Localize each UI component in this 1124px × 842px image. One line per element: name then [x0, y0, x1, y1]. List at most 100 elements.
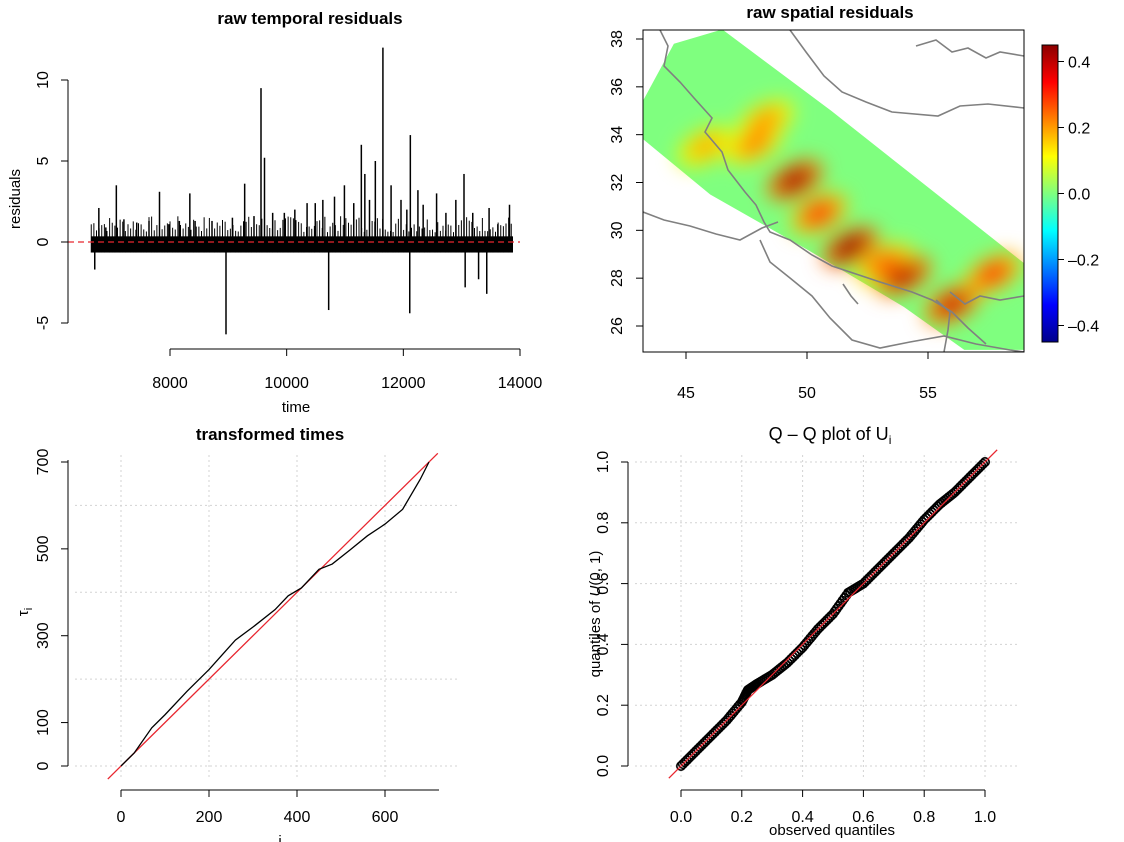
transformed-reference-line	[107, 452, 439, 780]
qq-y-label-italic: U	[587, 585, 604, 596]
colorbar-tick-label: 0.0	[1068, 187, 1090, 204]
temporal-y-ticks: -5 0 5 10	[35, 71, 68, 330]
qq-points	[675, 456, 990, 771]
colorbar-tick-label: –0.4	[1068, 319, 1099, 336]
colorbar-tick-label: 0.4	[1068, 55, 1090, 72]
transformed-y-tick-label: 100	[35, 709, 52, 736]
transformed-y-tick-label: 500	[35, 535, 52, 562]
spatial-x-tick-label: 55	[919, 385, 937, 402]
border-line-4	[935, 299, 951, 352]
qq-y-tick-label: 0.0	[595, 755, 612, 777]
colorbar-tick-label: 0.2	[1068, 121, 1090, 138]
qq-title: Q – Q plot of Ui	[769, 424, 892, 447]
qq-y-label: quantiles of U(0, 1)	[587, 551, 604, 678]
hotspot-core	[800, 200, 838, 228]
spatial-x-ticks: 45 50 55	[677, 352, 937, 402]
hotspot-core	[866, 250, 903, 278]
transformed-x-tick-label: 200	[196, 809, 223, 826]
transformed-y-tick-label: 0	[35, 761, 52, 770]
temporal-title: raw temporal residuals	[217, 9, 402, 28]
temporal-y-tick-label: 0	[35, 237, 52, 246]
transformed-grid	[75, 455, 460, 780]
qq-point	[978, 458, 989, 469]
qq-y-tick-label: 1.0	[595, 451, 612, 473]
transformed-y-label-sub: i	[23, 608, 35, 610]
transformed-title: transformed times	[196, 425, 344, 444]
colorbar-ticks: –0.4 –0.2 0.0 0.2 0.4	[1058, 55, 1099, 336]
temporal-series	[90, 47, 513, 335]
qq-y-tick-label: 0.6	[595, 572, 612, 594]
qq-y-label-pre: quantiles of	[587, 596, 604, 677]
qq-y-ticks: 0.0 0.2 0.4 0.6 0.8 1.0	[595, 451, 628, 777]
panel-temporal: raw temporal residuals 8000 10000 12000 140…	[7, 9, 542, 416]
qq-grid	[635, 455, 1020, 780]
qq-x-tick-label: 0.2	[731, 809, 753, 826]
temporal-x-tick-label: 12000	[381, 375, 426, 392]
qq-title-sub: i	[889, 433, 892, 447]
temporal-x-ticks: 8000 10000 12000 14000	[152, 349, 542, 392]
transformed-y-tick-label: 300	[35, 622, 52, 649]
qq-x-label: observed quantiles	[769, 822, 895, 839]
transformed-y-label: τi	[15, 608, 35, 616]
spatial-map-area	[643, 30, 1024, 352]
temporal-y-tick-label: -5	[35, 316, 52, 330]
hotspot-core	[686, 133, 724, 161]
hotspot-core	[832, 233, 869, 261]
border-line-1	[659, 30, 987, 345]
qq-y-label-post: (0, 1)	[587, 551, 604, 586]
country-borders	[643, 30, 1024, 352]
qq-x-tick-label: 0.6	[852, 809, 874, 826]
spatial-y-tick-label: 34	[609, 126, 626, 144]
spatial-y-tick-label: 26	[609, 317, 626, 335]
panel-qq: Q – Q plot of Ui 0.0 0.2 0.4 0.6 0.8 1.0 0.00…	[587, 424, 1020, 839]
qq-x-tick-label: 0.4	[791, 809, 813, 826]
border-line-2	[643, 211, 779, 241]
qq-point	[979, 456, 990, 467]
temporal-x-label: time	[282, 399, 310, 416]
coastline-1	[759, 239, 1024, 352]
island-outline	[842, 283, 859, 305]
qq-x-tick-label: 1.0	[974, 809, 996, 826]
qq-reference-line	[668, 449, 998, 779]
hotspot-core	[735, 130, 773, 158]
hotspot-core	[974, 259, 1012, 287]
coastline-2	[949, 291, 1024, 305]
transformed-x-ticks: 0 200 400 600	[117, 790, 399, 826]
spatial-title: raw spatial residuals	[746, 3, 913, 22]
spatial-frame	[642, 29, 1025, 353]
temporal-y-label: residuals	[7, 169, 24, 229]
transformed-y-ticks: 0 100 300 500 700	[35, 449, 68, 770]
qq-y-tick-label: 0.4	[595, 633, 612, 655]
qq-y-tick-label: 0.8	[595, 512, 612, 534]
hotspot-core	[747, 106, 785, 134]
transformed-x-tick-label: 400	[284, 809, 311, 826]
spatial-y-tick-label: 38	[609, 30, 626, 48]
border-line-3	[789, 30, 1024, 117]
spatial-y-tick-label: 28	[609, 269, 626, 287]
transformed-x-tick-label: 600	[372, 809, 399, 826]
colorbar	[1041, 44, 1059, 343]
qq-x-ticks: 0.0 0.2 0.4 0.6 0.8 1.0	[670, 790, 996, 826]
spatial-y-tick-label: 30	[609, 221, 626, 239]
temporal-x-tick-label: 10000	[264, 375, 309, 392]
transformed-y-tick-label: 700	[35, 449, 52, 476]
hotspot-core	[776, 166, 814, 194]
temporal-x-tick-label: 14000	[498, 375, 543, 392]
svg-text:τi: τi	[15, 608, 35, 616]
temporal-y-tick-label: 5	[35, 156, 52, 165]
qq-x-tick-label: 0.0	[670, 809, 692, 826]
transformed-series-line	[120, 461, 430, 767]
panel-spatial: raw spatial residuals 45 50 55 26 28 30 32 34 3…	[609, 3, 1099, 402]
transformed-x-label: i	[278, 833, 281, 842]
hotspot-core	[933, 290, 971, 318]
border-line-5	[915, 39, 1024, 59]
panel-transformed: transformed times 0 200 400 600 0 100 300 500 7…	[15, 425, 460, 842]
qq-y-tick-label: 0.2	[595, 694, 612, 716]
temporal-x-tick-label: 8000	[152, 375, 188, 392]
transformed-y-label-main: τ	[15, 610, 32, 616]
qq-title-main: Q – Q plot of U	[769, 424, 889, 444]
spatial-y-tick-label: 32	[609, 174, 626, 192]
spatial-y-tick-label: 36	[609, 78, 626, 96]
temporal-y-tick-label: 10	[35, 71, 52, 89]
